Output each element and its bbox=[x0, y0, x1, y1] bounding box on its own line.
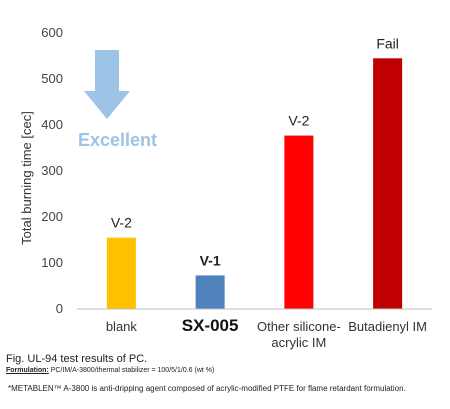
bar-butadienyl-im bbox=[373, 58, 403, 309]
y-tick-label: 400 bbox=[41, 117, 63, 132]
data-label: Fail bbox=[376, 35, 399, 51]
y-tick-label: 600 bbox=[41, 25, 63, 40]
y-axis: 0 100 200 300 400 500 600 bbox=[41, 25, 63, 316]
bar-sx-005 bbox=[195, 275, 225, 309]
y-tick-label: 0 bbox=[56, 301, 63, 316]
excellent-annotation: Excellent bbox=[78, 50, 157, 150]
data-label: V-2 bbox=[111, 215, 132, 231]
data-label: V-1 bbox=[200, 252, 221, 268]
bar-other-silicone-acrylic-im bbox=[284, 135, 314, 309]
x-tick-label: Butadienyl IM bbox=[348, 319, 427, 334]
x-tick-label: SX-005 bbox=[182, 316, 239, 335]
y-tick-label: 300 bbox=[41, 163, 63, 178]
data-label: V-2 bbox=[288, 113, 309, 129]
x-tick-label: blank bbox=[106, 319, 138, 334]
y-tick-label: 100 bbox=[41, 255, 63, 270]
annotation-label: Excellent bbox=[78, 130, 157, 150]
y-tick-label: 200 bbox=[41, 209, 63, 224]
down-arrow-icon bbox=[84, 50, 130, 119]
bar-chart: 0 100 200 300 400 500 600 V-2 V-1 V-2 Fail blank S… bbox=[19, 25, 432, 350]
figure-caption: Fig. UL-94 test results of PC. bbox=[6, 353, 148, 365]
y-axis-label: Total burning time [cec] bbox=[19, 111, 34, 245]
x-tick-label: Other silicone- bbox=[257, 319, 341, 334]
formulation-key: Formulation: bbox=[6, 367, 49, 374]
x-axis: blank SX-005 Other silicone-acrylic IM Buta… bbox=[77, 308, 432, 350]
bars: V-2 V-1 V-2 Fail bbox=[106, 35, 403, 309]
footnote: *METABLEN™ A-3800 is anti-dripping agent… bbox=[8, 384, 406, 393]
x-tick-label: acrylic IM bbox=[271, 335, 326, 350]
bar-blank bbox=[106, 237, 136, 309]
y-tick-label: 500 bbox=[41, 71, 63, 86]
formulation-note: Formulation: PC/IM/A-3800/thermal stabil… bbox=[6, 367, 214, 374]
formulation-value: PC/IM/A-3800/thermal stabilizer = 100/5/… bbox=[48, 367, 215, 374]
